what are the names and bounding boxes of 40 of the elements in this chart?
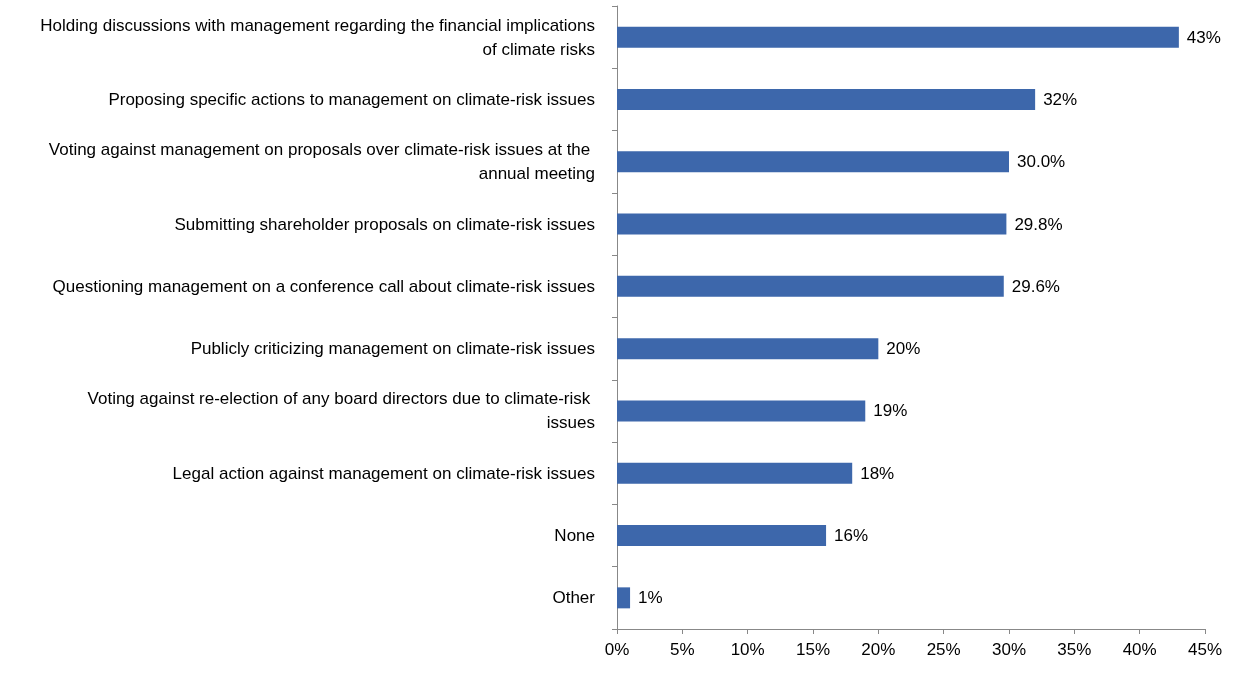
data-label: 30.0%	[1017, 152, 1066, 172]
bar	[617, 587, 631, 609]
bar	[617, 525, 827, 547]
data-label: 32%	[1043, 89, 1078, 109]
y-tick-label: Holding discussions with management regarding the financial implications of climate risks	[40, 15, 595, 59]
x-tick-label: 35%	[1057, 640, 1092, 659]
y-tick-label: Other	[552, 588, 596, 608]
y-tick-label: Proposing specific actions to management on climate-risk issues	[108, 89, 595, 109]
y-tick-label: Voting against re-election of any board directors due to climate-risk issues	[87, 389, 595, 433]
bar	[617, 400, 866, 422]
bar	[617, 275, 1004, 297]
bar	[617, 213, 1007, 235]
x-tick-label: 0%	[604, 640, 630, 659]
data-label: 1%	[638, 588, 663, 608]
data-label: 18%	[860, 463, 895, 483]
y-tick-label: Publicly criticizing management on climate-risk issues	[190, 339, 595, 359]
x-tick-label: 20%	[861, 640, 896, 659]
x-tick-label: 5%	[670, 640, 695, 659]
data-label: 16%	[834, 526, 869, 546]
data-label: 29.6%	[1011, 276, 1060, 296]
x-tick-label: 15%	[795, 640, 831, 659]
y-tick-label: Voting against management on proposals over climate-risk issues at the annual meeting	[48, 140, 595, 184]
bar	[617, 26, 1179, 48]
bar	[617, 338, 879, 360]
data-label: 29.8%	[1014, 214, 1063, 234]
data-label: 43%	[1186, 27, 1221, 47]
y-tick-label: Questioning management on a conference call about climate-risk issues	[52, 276, 595, 296]
y-tick-label: Legal action against management on climate-risk issues	[172, 463, 595, 483]
x-tick-label: 10%	[730, 640, 765, 659]
x-tick-label: 45%	[1187, 640, 1223, 659]
bar	[617, 88, 1036, 110]
bar	[617, 462, 853, 484]
data-label: 19%	[873, 401, 908, 421]
y-tick-label: None	[554, 526, 595, 546]
x-tick-label: 25%	[926, 640, 961, 659]
data-label: 20%	[886, 339, 921, 359]
y-tick-label: Submitting shareholder proposals on climate-risk issues	[174, 214, 595, 234]
x-tick-label: 40%	[1122, 640, 1157, 659]
x-tick-label: 30%	[991, 640, 1027, 659]
bar	[617, 151, 1009, 173]
